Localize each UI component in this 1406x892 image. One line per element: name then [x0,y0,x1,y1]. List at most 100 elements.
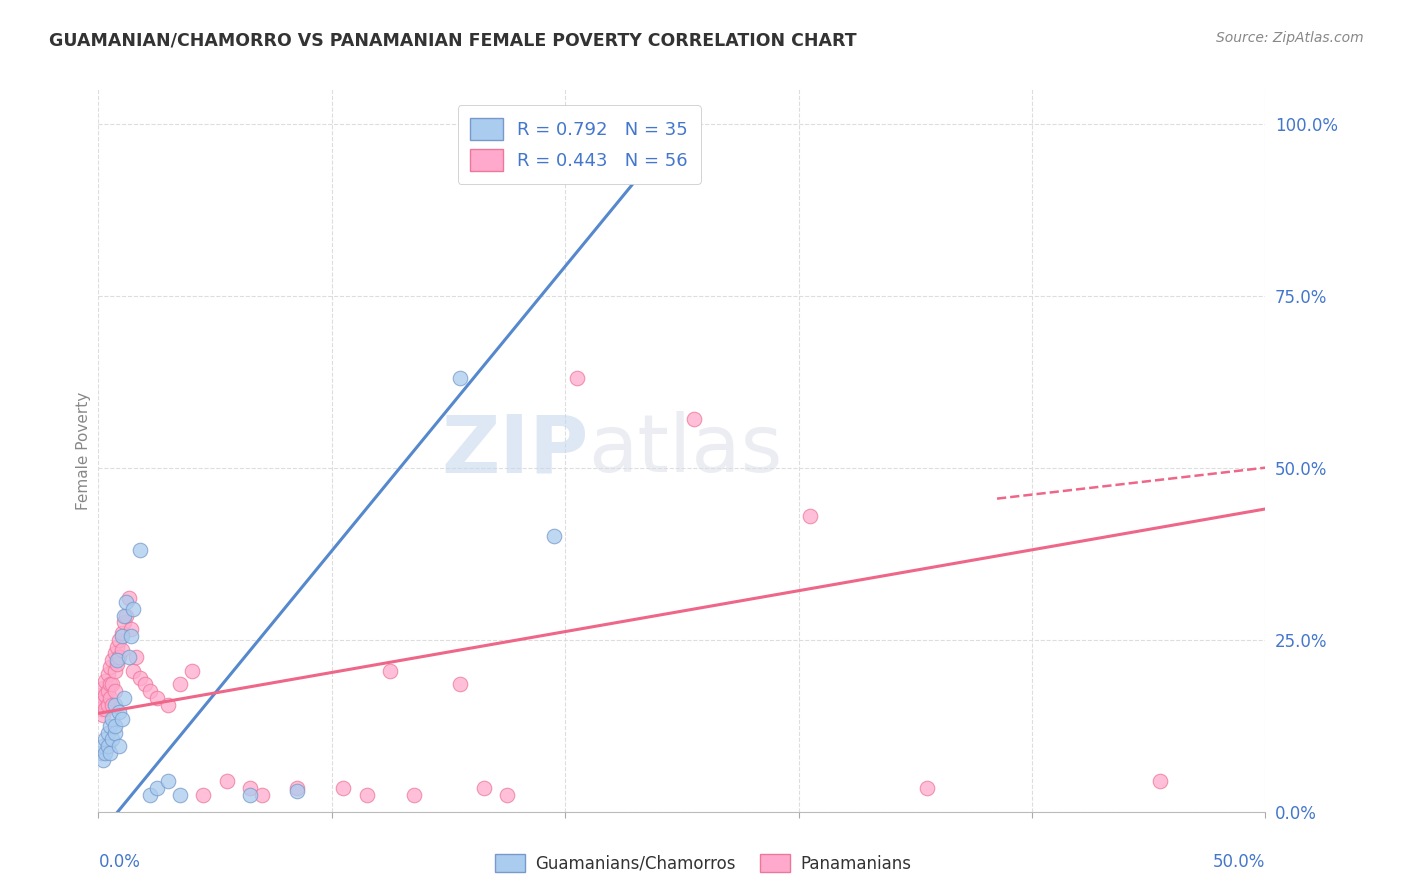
Point [125,649,148,664]
Point [101,698,124,712]
Point [215,773,238,788]
Point [101,677,124,691]
Point [472,780,495,795]
Point [332,780,354,795]
Point [91,681,114,695]
Point [91,739,114,754]
Text: GUAMANIAN/CHAMORRO VS PANAMANIAN FEMALE POVERTY CORRELATION CHART: GUAMANIAN/CHAMORRO VS PANAMANIAN FEMALE … [49,31,856,49]
Point [104,719,127,733]
Point [104,725,127,739]
Point [129,543,152,558]
Legend: Guamanians/Chamorros, Panamanians: Guamanians/Chamorros, Panamanians [488,847,918,880]
Point [101,653,124,667]
Point [799,508,821,523]
Point [105,653,128,667]
Point [108,649,131,664]
Point [193,788,215,802]
Point [111,629,134,643]
Point [129,671,152,685]
Point [565,371,588,385]
Point [112,615,135,630]
Point [104,664,127,678]
Point [111,643,134,657]
Point [90,701,112,715]
Point [104,647,127,661]
Point [682,412,704,426]
Point [146,780,169,795]
Point [380,664,402,678]
Point [94,701,117,715]
Point [139,684,162,698]
Text: Source: ZipAtlas.com: Source: ZipAtlas.com [1216,31,1364,45]
Point [111,625,134,640]
Text: ZIP: ZIP [441,411,589,490]
Point [122,601,145,615]
Point [402,788,425,802]
Point [90,746,112,760]
Point [139,788,162,802]
Point [112,608,135,623]
Point [157,698,180,712]
Point [97,667,120,681]
Point [169,677,191,691]
Point [98,677,121,691]
Point [120,629,142,643]
Point [1149,773,1171,788]
Point [108,739,131,754]
Point [120,623,142,637]
Point [94,732,117,747]
Point [104,684,127,698]
Point [97,725,120,739]
Point [285,780,308,795]
Point [94,688,117,702]
Text: atlas: atlas [589,411,783,490]
Point [115,595,138,609]
Point [105,657,128,671]
Point [97,698,120,712]
Point [134,677,156,691]
Point [146,691,169,706]
Point [112,691,135,706]
Point [118,649,141,664]
Point [496,788,519,802]
Point [449,371,471,385]
Point [101,712,124,726]
Point [97,684,120,698]
Point [250,788,273,802]
Point [98,660,121,674]
Point [118,591,141,606]
Point [91,708,114,723]
Point [98,719,121,733]
Legend: R = 0.792   N = 35, R = 0.443   N = 56: R = 0.792 N = 35, R = 0.443 N = 56 [457,105,700,184]
Point [157,773,180,788]
Text: 0.0%: 0.0% [98,854,141,871]
Point [285,784,308,798]
Point [108,705,131,719]
Point [94,746,117,760]
Point [169,788,191,802]
Point [239,780,262,795]
Point [98,691,121,706]
Point [449,677,471,691]
Point [98,746,121,760]
Point [122,664,145,678]
Point [659,117,682,131]
Point [239,788,262,802]
Point [111,712,134,726]
Point [180,664,202,678]
Point [94,673,117,688]
Point [115,608,138,623]
Point [91,753,114,767]
Point [915,780,938,795]
Point [356,788,378,802]
Point [104,698,127,712]
Point [101,732,124,747]
Text: 50.0%: 50.0% [1213,854,1265,871]
Point [91,695,114,709]
Point [90,688,112,702]
Y-axis label: Female Poverty: Female Poverty [76,392,91,509]
Point [97,739,120,754]
Point [105,640,128,654]
Point [108,632,131,647]
Point [543,529,565,543]
